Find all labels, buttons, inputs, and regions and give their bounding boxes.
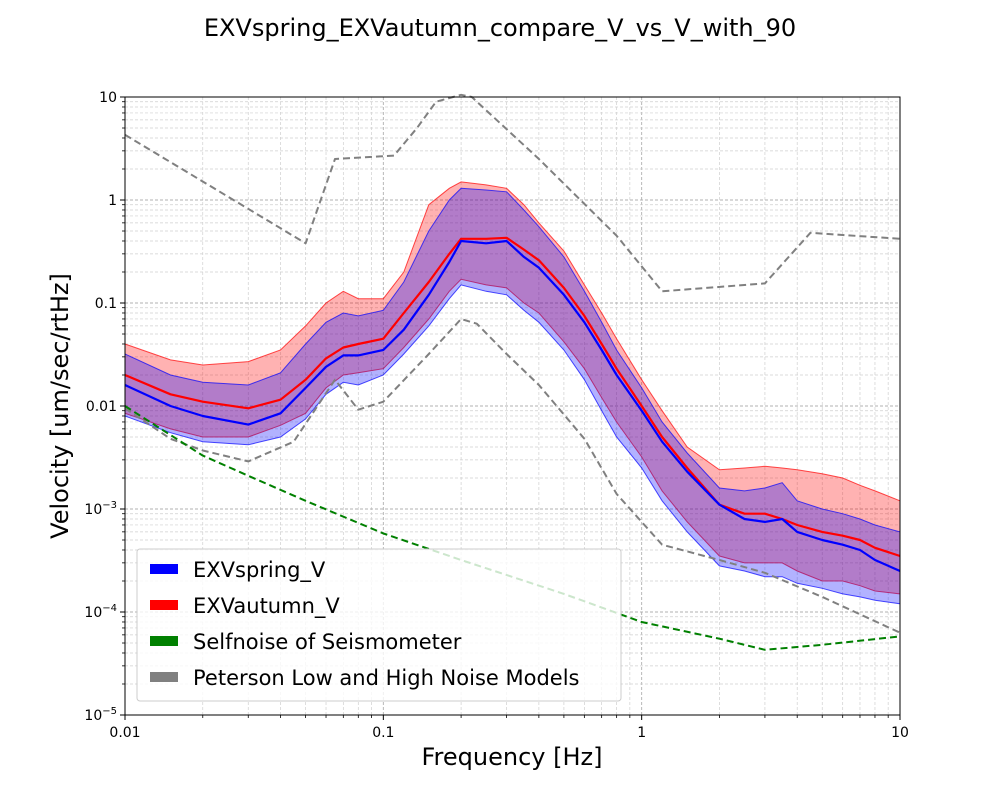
series-line-2 (124, 405, 901, 651)
x-axis-ticks: 0.01 0.1 1 10 (109, 715, 909, 741)
y-tick-label: 1 (108, 193, 117, 209)
y-axis-ticks: 10−5 10−4 10−3 0.01 0.1 1 10 (84, 90, 125, 724)
legend-swatch (150, 636, 178, 646)
chart-title: EXVspring_EXVautumn_compare_V_vs_V_with_… (204, 14, 796, 42)
x-tick-label: 0.1 (372, 725, 394, 741)
band-spring (124, 187, 901, 605)
series-line-1 (124, 236, 901, 558)
legend-label: Selfnoise of Seismometer (193, 630, 462, 654)
y-axis-label: Velocity [um/sec/rtHz] (46, 273, 74, 539)
x-tick-label: 1 (637, 725, 646, 741)
legend-swatch (150, 564, 178, 574)
legend-label: EXVspring_V (193, 558, 326, 583)
y-tick-label: 10 (99, 90, 117, 106)
legend-label: EXVautumn_V (193, 594, 340, 619)
x-axis-label: Frequency [Hz] (422, 743, 603, 771)
y-tick-label: 0.01 (86, 399, 117, 415)
legend-swatch (150, 672, 178, 682)
y-tick-label: 10−5 (84, 706, 117, 724)
legend-box (136, 548, 622, 702)
y-tick-label: 0.1 (95, 296, 117, 312)
series-line-3-low (124, 318, 901, 634)
x-tick-label: 10 (891, 725, 909, 741)
legend-swatch (150, 600, 178, 610)
y-tick-label: 10−3 (84, 500, 117, 518)
y-tick-label: 10−4 (84, 603, 117, 621)
series-line-0 (124, 239, 901, 573)
series-lines (124, 93, 901, 651)
legend: EXVspring_V EXVautumn_V Selfnoise of Seism… (136, 548, 622, 702)
x-tick-label: 0.01 (109, 725, 140, 741)
series-line-3 (124, 93, 901, 293)
legend-label: Peterson Low and High Noise Models (193, 666, 579, 690)
